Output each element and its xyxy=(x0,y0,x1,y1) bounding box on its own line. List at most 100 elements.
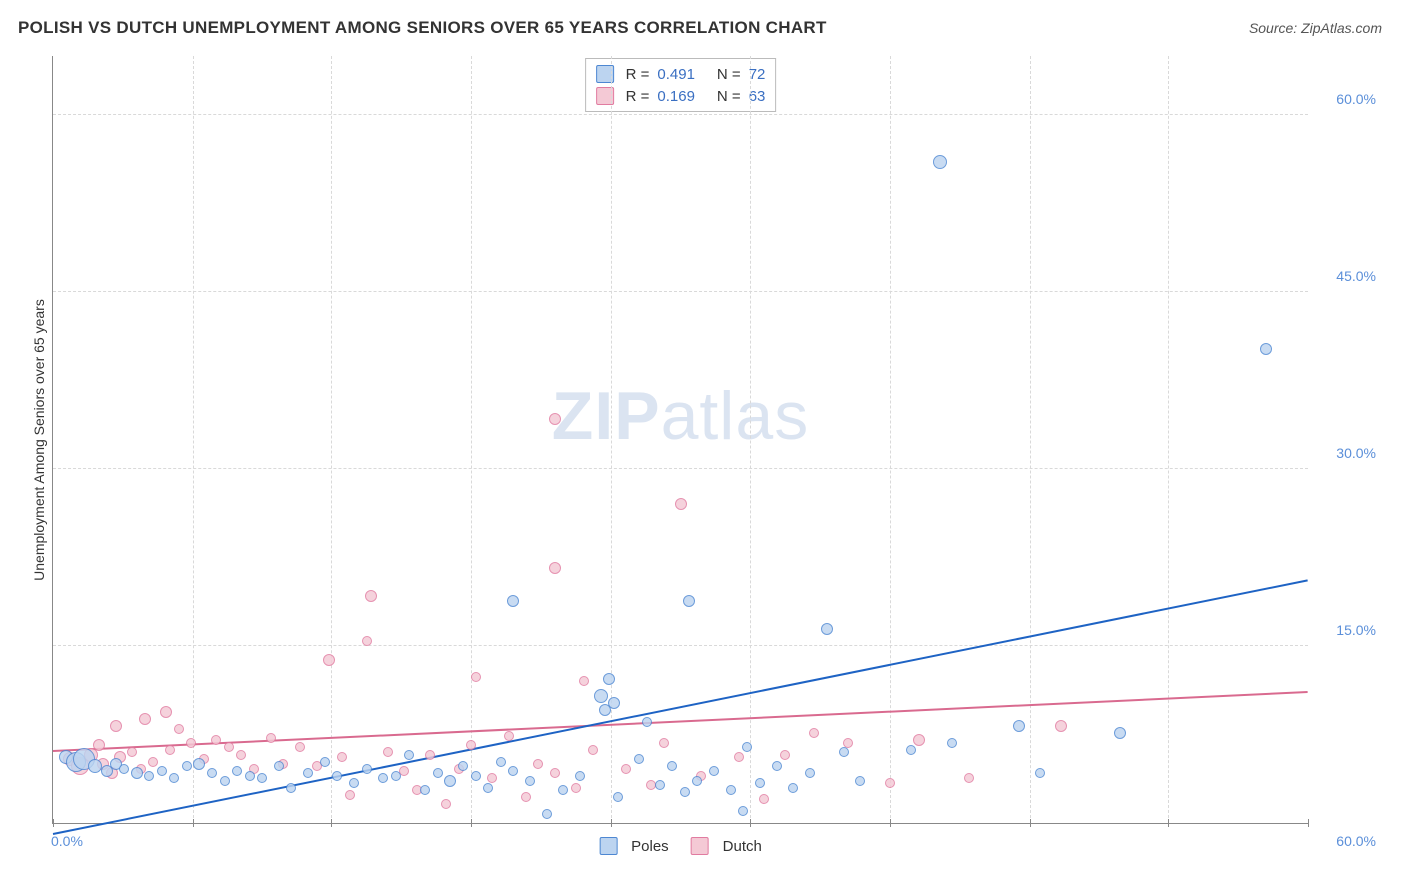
gridline-v xyxy=(1168,56,1169,823)
data-point-dutch xyxy=(550,768,560,778)
legend-item-poles: Poles xyxy=(599,837,669,855)
data-point-dutch xyxy=(441,799,451,809)
data-point-poles xyxy=(738,806,748,816)
data-point-poles xyxy=(1035,768,1045,778)
gridline-v xyxy=(750,56,751,823)
x-tick-mark xyxy=(890,819,891,827)
chart-title: POLISH VS DUTCH UNEMPLOYMENT AMONG SENIO… xyxy=(18,18,827,38)
data-point-dutch xyxy=(110,720,122,732)
data-point-dutch xyxy=(471,672,481,682)
stat-r-poles: 0.491 xyxy=(657,66,695,83)
gridline-h xyxy=(53,645,1308,646)
data-point-poles xyxy=(755,778,765,788)
header: POLISH VS DUTCH UNEMPLOYMENT AMONG SENIO… xyxy=(18,18,1382,38)
data-point-dutch xyxy=(365,590,377,602)
data-point-poles xyxy=(444,775,456,787)
data-point-poles xyxy=(608,697,620,709)
data-point-dutch xyxy=(160,706,172,718)
y-tick-label: 45.0% xyxy=(1336,268,1376,284)
x-tick-left: 0.0% xyxy=(51,833,83,849)
data-point-poles xyxy=(207,768,217,778)
data-point-dutch xyxy=(734,752,744,762)
legend-stat-row-poles: R = 0.491 N = 72 xyxy=(596,63,766,85)
data-point-poles xyxy=(558,785,568,795)
data-point-poles xyxy=(821,623,833,635)
data-point-poles xyxy=(286,783,296,793)
data-point-dutch xyxy=(345,790,355,800)
legend-label-poles: Poles xyxy=(631,838,669,855)
data-point-poles xyxy=(575,771,585,781)
legend-stat-row-dutch: R = 0.169 N = 63 xyxy=(596,85,766,107)
data-point-poles xyxy=(182,761,192,771)
data-point-dutch xyxy=(885,778,895,788)
legend-label-dutch: Dutch xyxy=(723,838,762,855)
data-point-dutch xyxy=(236,750,246,760)
data-point-dutch xyxy=(224,742,234,752)
swatch-poles xyxy=(599,837,617,855)
data-point-poles xyxy=(144,771,154,781)
data-point-poles xyxy=(274,761,284,771)
data-point-dutch xyxy=(139,713,151,725)
x-tick-mark xyxy=(1030,819,1031,827)
legend-item-dutch: Dutch xyxy=(691,837,762,855)
y-tick-label: 60.0% xyxy=(1336,91,1376,107)
data-point-poles xyxy=(131,767,143,779)
y-axis-label: Unemployment Among Seniors over 65 years xyxy=(31,299,47,581)
data-point-dutch xyxy=(533,759,543,769)
data-point-poles xyxy=(692,776,702,786)
data-point-dutch xyxy=(165,745,175,755)
stat-n-dutch: 63 xyxy=(749,88,766,105)
gridline-h xyxy=(53,291,1308,292)
legend-series: Poles Dutch xyxy=(599,837,762,855)
trend-line-dutch xyxy=(53,691,1308,752)
data-point-poles xyxy=(933,155,947,169)
data-point-poles xyxy=(603,673,615,685)
legend-statistics: R = 0.491 N = 72 R = 0.169 N = 63 xyxy=(585,58,777,112)
watermark-bold: ZIP xyxy=(552,378,661,454)
data-point-poles xyxy=(772,761,782,771)
data-point-dutch xyxy=(675,498,687,510)
gridline-h xyxy=(53,114,1308,115)
source-attribution: Source: ZipAtlas.com xyxy=(1249,20,1382,36)
stat-n-poles: 72 xyxy=(749,66,766,83)
data-point-poles xyxy=(496,757,506,767)
data-point-poles xyxy=(680,787,690,797)
y-tick-label: 15.0% xyxy=(1336,622,1376,638)
stat-r-dutch: 0.169 xyxy=(657,88,695,105)
data-point-poles xyxy=(642,717,652,727)
data-point-dutch xyxy=(186,738,196,748)
data-point-dutch xyxy=(295,742,305,752)
watermark-light: atlas xyxy=(661,378,810,454)
data-point-poles xyxy=(709,766,719,776)
x-tick-right: 60.0% xyxy=(1336,833,1376,849)
data-point-poles xyxy=(667,761,677,771)
data-point-poles xyxy=(742,742,752,752)
data-point-dutch xyxy=(549,413,561,425)
data-point-poles xyxy=(507,595,519,607)
data-point-poles xyxy=(805,768,815,778)
chart-container: Unemployment Among Seniors over 65 years… xyxy=(18,52,1382,864)
data-point-dutch xyxy=(809,728,819,738)
stat-n-label: N = xyxy=(717,88,741,105)
data-point-poles xyxy=(257,773,267,783)
data-point-dutch xyxy=(571,783,581,793)
data-point-poles xyxy=(433,768,443,778)
trend-line-poles xyxy=(53,579,1308,835)
data-point-dutch xyxy=(127,747,137,757)
data-point-poles xyxy=(1114,727,1126,739)
data-point-dutch xyxy=(780,750,790,760)
data-point-poles xyxy=(157,766,167,776)
gridline-v xyxy=(193,56,194,823)
data-point-poles xyxy=(788,783,798,793)
data-point-dutch xyxy=(323,654,335,666)
data-point-poles xyxy=(726,785,736,795)
data-point-poles xyxy=(88,759,102,773)
data-point-dutch xyxy=(588,745,598,755)
data-point-poles xyxy=(232,766,242,776)
data-point-poles xyxy=(634,754,644,764)
data-point-poles xyxy=(508,766,518,776)
data-point-dutch xyxy=(579,676,589,686)
data-point-dutch xyxy=(93,739,105,751)
data-point-poles xyxy=(947,738,957,748)
data-point-poles xyxy=(169,773,179,783)
